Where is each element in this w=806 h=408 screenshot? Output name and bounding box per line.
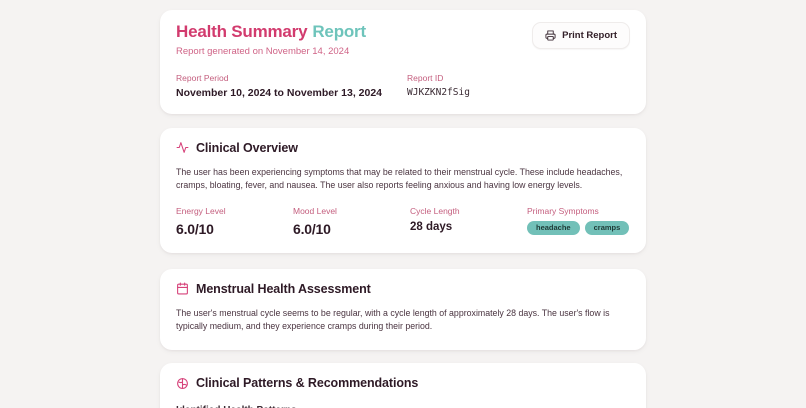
page-title-primary: Health Summary <box>176 22 308 41</box>
report-header-card: Health Summary Report Report generated on… <box>160 10 646 114</box>
stat-cycle-length: Cycle Length 28 days <box>410 206 527 237</box>
page-title: Health Summary Report <box>176 22 366 42</box>
stat-primary-symptoms-label: Primary Symptoms <box>527 205 599 216</box>
stat-energy-level-value: 6.0/10 <box>176 220 214 237</box>
calendar-icon <box>177 282 188 295</box>
report-period-label: Report Period <box>176 72 229 83</box>
report-generated-text: Report generated on November 14, 2024 <box>176 45 350 57</box>
activity-icon <box>176 142 189 153</box>
stat-mood-level: Mood Level 6.0/10 <box>293 206 410 237</box>
report-column: Health Summary Report Report generated on… <box>160 0 646 408</box>
clinical-overview-title: Clinical Overview <box>196 140 298 155</box>
print-report-label: Print Report <box>562 30 617 41</box>
clinical-patterns-title: Clinical Patterns & Recommendations <box>196 376 419 391</box>
menstrual-assessment-description: The user's menstrual cycle seems to be r… <box>176 307 610 332</box>
symptom-badge-headache: headache <box>527 220 580 236</box>
clinical-overview-description: The user has been experiencing symptoms … <box>176 166 623 191</box>
printer-icon <box>545 30 556 41</box>
menstrual-assessment-card: Menstrual Health Assessment The user's m… <box>160 268 646 351</box>
stat-mood-level-value: 6.0/10 <box>293 220 331 237</box>
identified-patterns-subheading: Identified Health Patterns <box>176 405 630 408</box>
report-title-block: Health Summary Report Report generated on… <box>176 22 366 57</box>
report-id-value: WJKZKN2fSig <box>407 86 470 98</box>
stat-primary-symptoms: Primary Symptoms headache cramps <box>527 206 630 237</box>
stat-mood-level-label: Mood Level <box>293 205 337 216</box>
clinical-overview-card: Clinical Overview The user has been expe… <box>160 127 646 253</box>
symptom-badge-cramps: cramps <box>584 220 630 236</box>
page-title-secondary: Report <box>312 22 366 41</box>
menstrual-assessment-title: Menstrual Health Assessment <box>196 281 371 296</box>
print-report-button[interactable]: Print Report <box>532 22 630 49</box>
brain-icon <box>177 377 188 389</box>
report-period-value: November 10, 2024 to November 13, 2024 <box>176 86 383 99</box>
report-period-block: Report Period November 10, 2024 to Novem… <box>176 73 407 99</box>
report-id-label: Report ID <box>407 72 444 83</box>
clinical-patterns-card: Clinical Patterns & Recommendations Iden… <box>160 363 646 408</box>
report-id-block: Report ID WJKZKN2fSig <box>407 73 470 99</box>
stat-cycle-length-value: 28 days <box>410 220 453 233</box>
clinical-overview-stats: Energy Level 6.0/10 Mood Level 6.0/10 Cy… <box>176 206 630 237</box>
stat-energy-level: Energy Level 6.0/10 <box>176 206 293 237</box>
stat-cycle-length-label: Cycle Length <box>410 205 460 216</box>
stat-energy-level-label: Energy Level <box>176 205 226 216</box>
